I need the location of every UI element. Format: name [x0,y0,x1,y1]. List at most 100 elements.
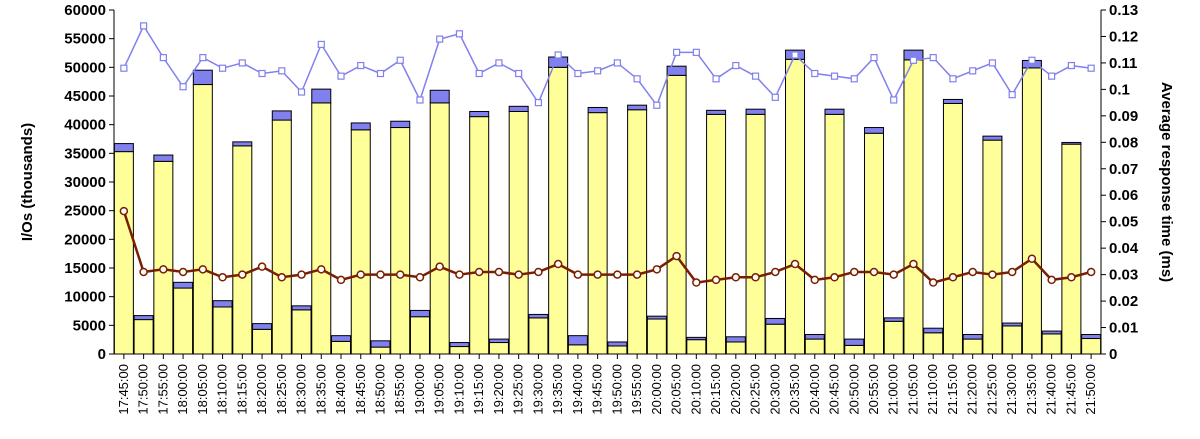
bar [390,127,411,355]
x-tick-label: 20:20:00 [728,364,743,415]
line-point [712,75,720,83]
line-point [613,270,622,279]
line-point [356,270,365,279]
bar [785,58,806,355]
x-tick-label: 20:55:00 [866,364,881,415]
x-tick-label: 19:25:00 [511,364,526,415]
bar [587,112,608,355]
bar [370,346,391,355]
y-tick-label: 5000 [73,317,106,334]
bar [646,318,667,355]
line-point [1028,56,1036,64]
x-tick-label: 18:00:00 [175,364,190,415]
bar-stack [607,341,628,347]
lines-layer [119,22,1096,287]
bar-stack [942,98,963,104]
bar [765,323,786,355]
line-point [198,265,208,274]
bar-stack [291,305,312,311]
y2-tick-label: 0.08 [1109,134,1138,151]
bar-stack [409,309,430,318]
line-point [909,56,918,64]
line-point [909,259,918,269]
line-point [416,96,424,104]
bar-stack [646,315,667,320]
line-point [711,275,721,285]
x-tick-label: 19:15:00 [471,364,486,415]
x-tick-label: 20:40:00 [807,364,822,415]
bar [824,113,845,355]
bar-stack [745,108,766,115]
x-tick-label: 21:10:00 [925,364,940,415]
line-point [474,267,484,277]
line-point [1067,61,1075,70]
y2-tick-label: 0.06 [1109,187,1138,204]
y-tick-label: 35000 [64,145,106,162]
y2-tick-label: 0.11 [1109,55,1137,72]
bar-stack [192,69,213,86]
line-point [574,69,582,78]
bar-stack [587,106,608,114]
line-point [889,270,898,279]
line-point [376,69,385,78]
y-tick-label: 50000 [64,59,106,76]
x-tick-label: 19:45:00 [590,364,605,415]
x-tick-label: 17:50:00 [136,364,151,415]
y2-tick-label: 0.03 [1109,267,1138,284]
line-point [119,206,129,216]
bar [686,339,707,355]
x-tick-label: 19:30:00 [530,364,545,415]
bar [923,332,944,355]
bar [508,110,529,355]
bar [844,344,865,355]
line-point [257,262,267,271]
line-point [751,72,760,80]
line-point [988,59,997,67]
x-tick-label: 18:55:00 [392,364,407,415]
y-tick-label: 10000 [64,289,106,306]
bar [331,340,352,355]
line-point [949,75,957,83]
line-point [791,51,799,59]
bar [469,116,490,355]
line-point [573,270,583,279]
y-tick-label: 40000 [64,117,106,134]
bar [627,109,648,355]
line-point [179,83,187,91]
x-tick-label: 21:50:00 [1083,364,1098,415]
bar-stack [1081,334,1102,340]
line-point [455,270,464,279]
x-tick-label: 19:55:00 [629,364,644,415]
bar-stack [627,104,648,111]
line-point [1007,267,1017,277]
bar-stack [311,88,332,104]
bar-stack [765,317,786,325]
bar [1002,325,1023,355]
x-tick-label: 18:25:00 [274,364,289,415]
y2-tick-label: 0.12 [1109,28,1138,45]
line-point [218,64,227,72]
bar [271,119,292,355]
x-tick-label: 20:05:00 [669,364,684,415]
bar [666,74,687,355]
x-tick-label: 21:40:00 [1044,364,1059,415]
line-point [495,59,503,67]
y2-tick-label: 0.09 [1109,108,1138,125]
bar [173,287,194,355]
x-tick-label: 18:05:00 [195,364,210,415]
line-point [632,270,642,279]
x-tick-label: 19:50:00 [609,364,624,415]
line-point [948,273,958,282]
y-tick-label: 0 [98,346,106,363]
bar-stack [1061,141,1082,145]
line-point [494,267,504,277]
line-point [1008,91,1016,99]
x-tick-label: 20:30:00 [767,364,782,415]
line-point [869,267,879,277]
line-point [278,67,286,75]
bar [962,338,983,355]
x-tick-label: 20:00:00 [649,364,664,415]
bar [1061,143,1082,355]
line-point [968,267,977,277]
bar [133,319,154,355]
